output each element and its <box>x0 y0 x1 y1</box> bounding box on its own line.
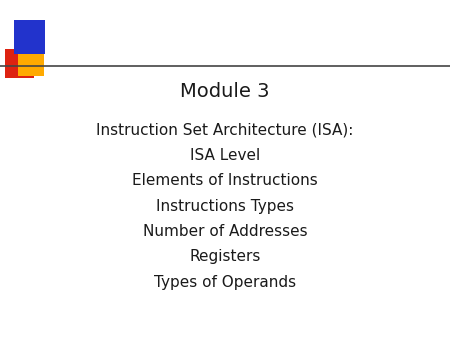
Text: Module 3: Module 3 <box>180 82 270 101</box>
Text: Number of Addresses: Number of Addresses <box>143 224 307 239</box>
Text: Instruction Set Architecture (ISA):: Instruction Set Architecture (ISA): <box>96 123 354 138</box>
Text: Registers: Registers <box>189 249 261 264</box>
Text: Elements of Instructions: Elements of Instructions <box>132 173 318 188</box>
Bar <box>18 54 44 76</box>
Text: Instructions Types: Instructions Types <box>156 199 294 214</box>
Bar <box>14 20 45 54</box>
Text: Types of Operands: Types of Operands <box>154 275 296 290</box>
Bar <box>4 49 34 78</box>
Text: ISA Level: ISA Level <box>190 148 260 163</box>
